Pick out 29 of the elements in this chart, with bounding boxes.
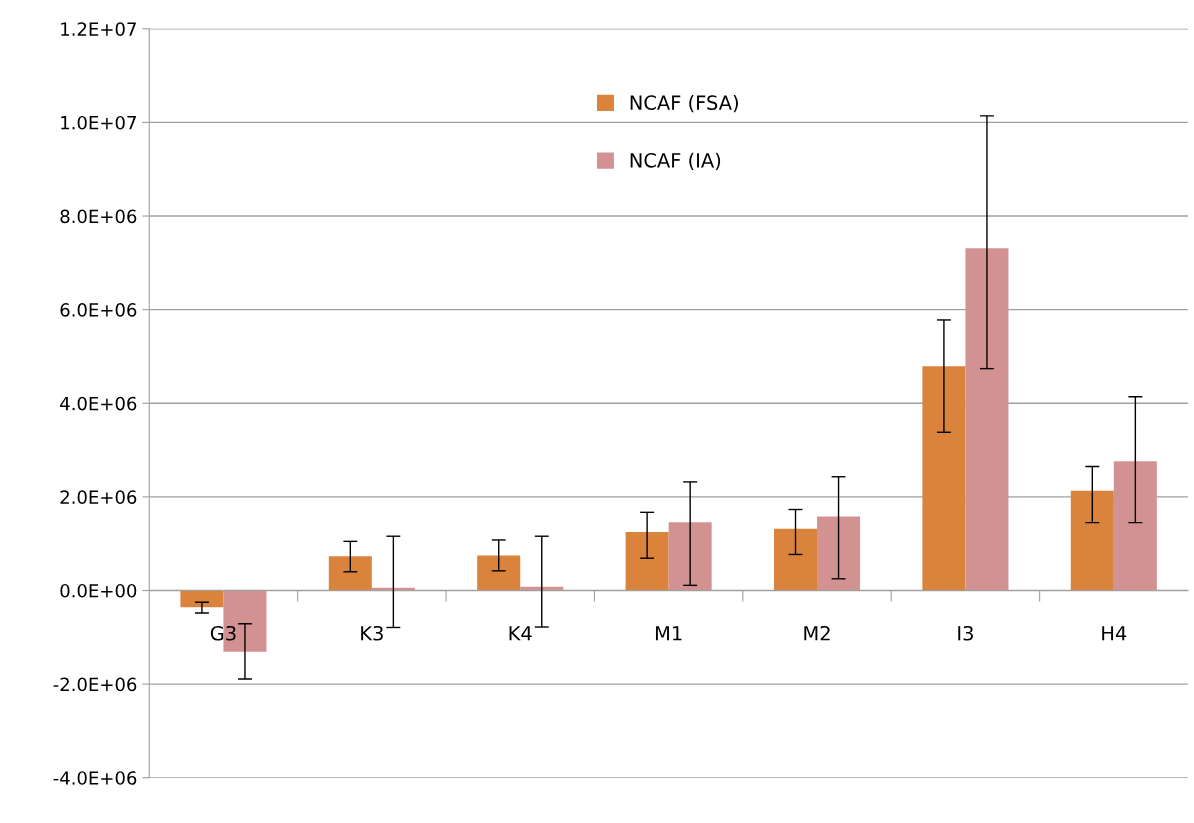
legend-label: NCAF (FSA) [630,94,738,113]
bar [1113,461,1157,591]
y-tick-label: -4.0E+06 [53,771,137,785]
x-tick-label: M2 [804,625,830,641]
y-tick-label: 2.0E+06 [60,490,137,504]
y-tick-label: 8.0E+06 [60,209,137,224]
x-tick-label: M1 [655,626,682,641]
bar [477,555,521,591]
bar [965,248,1009,591]
bar [625,531,669,591]
x-tick-label: K3 [361,625,383,641]
x-tick-label: K4 [509,626,532,641]
x-tick-label: I3 [958,625,973,641]
bar [668,522,712,591]
bar [180,590,224,608]
y-tick-label: 4.0E+06 [60,396,137,411]
x-tick-label: H4 [1102,626,1127,641]
bar [922,366,966,591]
bar [817,516,861,591]
legend-label: NCAF (IA) [630,152,721,170]
bar [1070,490,1114,591]
bar [774,528,818,591]
y-tick-label: 1.2E+07 [61,22,136,36]
y-tick-label: 1.0E+07 [61,115,136,130]
y-tick-label: 0.0E+00 [60,583,137,598]
y-tick-label: 6.0E+06 [60,303,137,317]
y-tick-label: -2.0E+06 [53,677,137,692]
x-tick-label: G3 [210,625,236,641]
bar [328,556,372,591]
